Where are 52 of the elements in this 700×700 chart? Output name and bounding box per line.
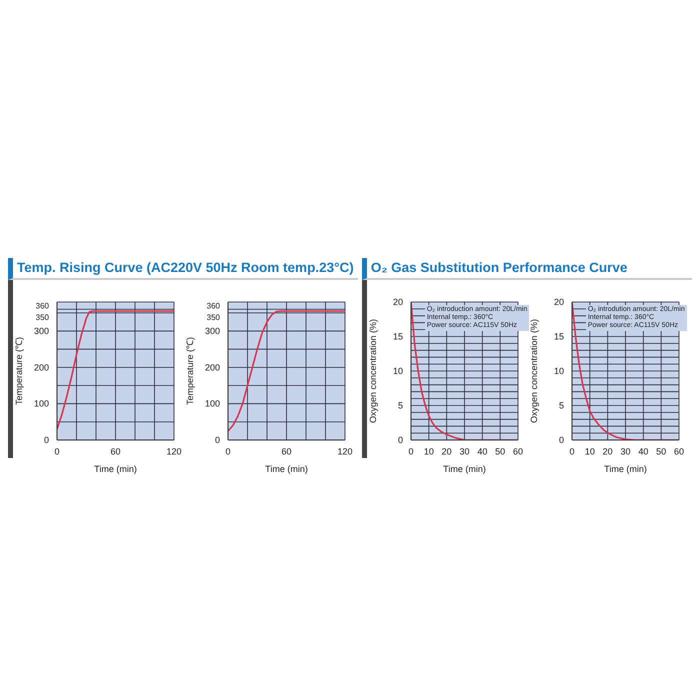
y-tick-label: 300 [204,326,220,336]
y-tick-label: 15 [392,332,403,342]
x-tick-label: 30 [459,446,470,456]
y-tick-label: 0 [398,435,403,445]
x-tick-label: 120 [166,446,182,456]
y-tick-label: 360 [36,301,50,310]
x-tick-label: 20 [442,446,452,456]
x-tick-label: 120 [337,446,353,456]
x-tick-label: 0 [225,446,231,456]
y-tick-label: 0 [558,435,564,445]
y-axis-title: Temperature (℃) [185,336,196,406]
x-tick-label: 10 [424,446,434,456]
x-tick-label: 50 [656,446,666,456]
y-tick-label: 5 [558,400,564,410]
x-tick-label: 10 [584,446,595,456]
y-tick-label: 300 [34,326,49,336]
y-tick-label: 350 [206,312,221,322]
x-axis-title: Time (min) [94,464,137,474]
x-tick-label: 40 [477,446,488,456]
y-tick-label: 200 [34,362,49,372]
x-axis-title: Time (min) [604,464,647,474]
x-tick-label: 20 [602,446,613,456]
chart-title: Temp. Rising Curve (AC220V 50Hz Room temp.23°C) [8,258,358,280]
y-tick-label: 100 [34,398,49,409]
x-tick-label: 60 [281,446,292,456]
x-tick-label: 0 [54,446,60,456]
y-tick-label: 0 [214,435,220,445]
x-tick-label: 30 [620,446,630,456]
x-tick-label: 40 [638,446,648,456]
y-tick-label: 20 [392,297,403,307]
y-axis-title: Oxygen concentration (%) [529,318,540,424]
x-tick-label: 60 [674,446,684,456]
y-tick-label: 15 [554,332,564,342]
y-tick-label: 0 [44,435,49,445]
y-tick-label: 100 [204,398,220,409]
y-tick-label: 200 [204,362,220,372]
y-tick-label: 10 [392,366,403,376]
x-tick-label: 60 [110,446,121,456]
y-tick-label: 350 [36,312,50,322]
y-tick-label: 5 [398,400,403,410]
y-tick-label: 20 [554,297,564,307]
x-tick-label: 0 [408,446,414,456]
y-axis-title: Temperature (℃) [14,336,24,406]
y-axis-title: Oxygen concentration (%) [368,318,378,424]
x-tick-label: 60 [512,446,523,456]
y-tick-label: 10 [554,366,564,376]
x-axis-title: Time (min) [443,464,486,474]
y-tick-label: 360 [206,301,221,310]
x-axis-title: Time (min) [265,464,308,474]
x-tick-label: 0 [569,446,574,456]
chart-title: O₂ Gas Substitution Performance Curve [362,258,692,280]
x-tick-label: 50 [495,446,506,456]
